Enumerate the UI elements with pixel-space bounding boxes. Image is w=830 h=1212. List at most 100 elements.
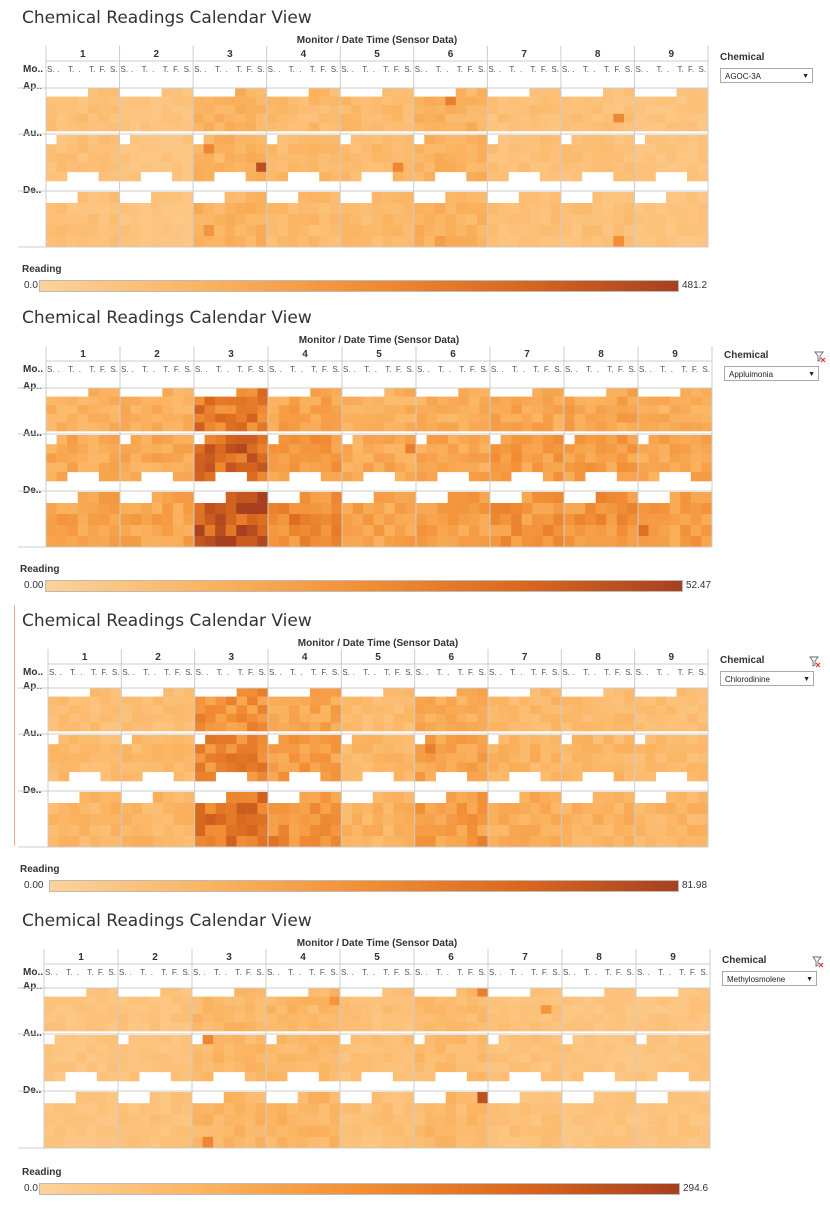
heatmap-cell[interactable] <box>638 444 649 454</box>
heatmap-cell[interactable] <box>319 88 331 97</box>
heatmap-cell[interactable] <box>676 836 688 848</box>
heatmap-cell[interactable] <box>667 996 679 1006</box>
heatmap-cell[interactable] <box>602 88 614 97</box>
heatmap-cell[interactable] <box>550 814 562 826</box>
heatmap-cell[interactable] <box>278 803 290 815</box>
heatmap-cell[interactable] <box>636 1013 647 1023</box>
heatmap-cell[interactable] <box>413 203 425 215</box>
heatmap-cell[interactable] <box>445 1062 457 1073</box>
heatmap-cell[interactable] <box>161 96 173 106</box>
heatmap-cell[interactable] <box>414 825 426 837</box>
heatmap-cell[interactable] <box>215 735 227 745</box>
heatmap-cell[interactable] <box>445 105 457 115</box>
heatmap-cell[interactable] <box>447 514 459 526</box>
heatmap-cell[interactable] <box>331 413 343 423</box>
heatmap-cell[interactable] <box>297 996 309 1006</box>
heatmap-cell[interactable] <box>574 453 586 463</box>
heatmap-cell[interactable] <box>434 96 446 106</box>
heatmap-cell[interactable] <box>44 1136 55 1149</box>
heatmap-cell[interactable] <box>603 753 615 763</box>
heatmap-cell[interactable] <box>394 422 406 432</box>
heatmap-cell[interactable] <box>529 122 541 132</box>
heatmap-cell[interactable] <box>644 105 656 115</box>
heatmap-cell[interactable] <box>676 814 688 826</box>
heatmap-cell[interactable] <box>627 492 639 504</box>
heatmap-cell[interactable] <box>466 1053 478 1063</box>
heatmap-cell[interactable] <box>414 696 426 706</box>
heatmap-cell[interactable] <box>54 1136 66 1149</box>
heatmap-cell[interactable] <box>458 514 470 526</box>
heatmap-cell[interactable] <box>614 1071 626 1082</box>
heatmap-cell[interactable] <box>340 153 352 163</box>
heatmap-cell[interactable] <box>373 405 385 415</box>
heatmap-cell[interactable] <box>203 122 215 132</box>
heatmap-cell[interactable] <box>257 514 269 526</box>
heatmap-cell[interactable] <box>521 462 533 473</box>
heatmap-cell[interactable] <box>287 96 299 106</box>
heatmap-cell[interactable] <box>519 825 531 837</box>
heatmap-cell[interactable] <box>655 105 667 115</box>
heatmap-cell[interactable] <box>466 214 478 226</box>
heatmap-cell[interactable] <box>77 422 89 432</box>
heatmap-cell[interactable] <box>109 444 121 454</box>
heatmap-cell[interactable] <box>497 96 509 106</box>
heatmap-cell[interactable] <box>128 1044 140 1054</box>
heatmap-cell[interactable] <box>519 1013 531 1023</box>
heatmap-cell[interactable] <box>341 771 353 782</box>
heatmap-cell[interactable] <box>268 705 279 715</box>
heatmap-cell[interactable] <box>371 1136 383 1149</box>
heatmap-cell[interactable] <box>477 713 489 723</box>
heatmap-cell[interactable] <box>204 444 216 454</box>
heatmap-cell[interactable] <box>550 122 562 132</box>
heatmap-cell[interactable] <box>456 1136 468 1149</box>
heatmap-cell[interactable] <box>46 122 57 132</box>
heatmap-cell[interactable] <box>67 162 78 173</box>
heatmap-cell[interactable] <box>372 735 384 745</box>
heatmap-cell[interactable] <box>477 1092 489 1104</box>
heatmap-cell[interactable] <box>373 413 385 423</box>
heatmap-cell[interactable] <box>89 688 101 697</box>
heatmap-cell[interactable] <box>394 525 406 537</box>
heatmap-cell[interactable] <box>257 762 269 773</box>
heatmap-cell[interactable] <box>697 122 709 132</box>
heatmap-cell[interactable] <box>109 396 121 406</box>
heatmap-cell[interactable] <box>352 444 364 454</box>
heatmap-cell[interactable] <box>405 462 417 473</box>
heatmap-cell[interactable] <box>636 1062 647 1073</box>
heatmap-cell[interactable] <box>497 122 509 132</box>
heatmap-cell[interactable] <box>625 1013 637 1023</box>
heatmap-cell[interactable] <box>687 753 698 763</box>
heatmap-cell[interactable] <box>351 735 363 745</box>
heatmap-cell[interactable] <box>77 405 89 415</box>
heatmap-cell[interactable] <box>540 1035 552 1045</box>
heatmap-cell[interactable] <box>680 413 692 423</box>
heatmap-cell[interactable] <box>582 762 594 773</box>
heatmap-cell[interactable] <box>414 1114 425 1126</box>
heatmap-cell[interactable] <box>511 503 523 515</box>
heatmap-cell[interactable] <box>110 814 122 826</box>
heatmap-cell[interactable] <box>131 836 143 848</box>
heatmap-cell[interactable] <box>624 825 635 837</box>
heatmap-cell[interactable] <box>278 705 290 715</box>
heatmap-cell[interactable] <box>699 1125 711 1138</box>
heatmap-cell[interactable] <box>665 113 677 123</box>
heatmap-cell[interactable] <box>665 214 677 226</box>
heatmap-cell[interactable] <box>288 713 300 723</box>
heatmap-cell[interactable] <box>308 1013 320 1023</box>
heatmap-cell[interactable] <box>56 413 68 423</box>
heatmap-cell[interactable] <box>529 688 541 697</box>
heatmap-cell[interactable] <box>613 792 625 804</box>
heatmap-cell[interactable] <box>130 236 141 248</box>
heatmap-cell[interactable] <box>571 713 583 723</box>
heatmap-cell[interactable] <box>383 735 395 745</box>
heatmap-cell[interactable] <box>540 735 552 745</box>
heatmap-cell[interactable] <box>160 1053 172 1063</box>
heatmap-cell[interactable] <box>162 435 174 445</box>
heatmap-cell[interactable] <box>120 471 131 482</box>
heatmap-cell[interactable] <box>244 1092 256 1104</box>
heatmap-cell[interactable] <box>625 1071 637 1082</box>
heatmap-cell[interactable] <box>519 1062 531 1073</box>
heatmap-cell[interactable] <box>458 492 470 504</box>
heatmap-cell[interactable] <box>636 1136 647 1149</box>
heatmap-cell[interactable] <box>456 735 468 745</box>
